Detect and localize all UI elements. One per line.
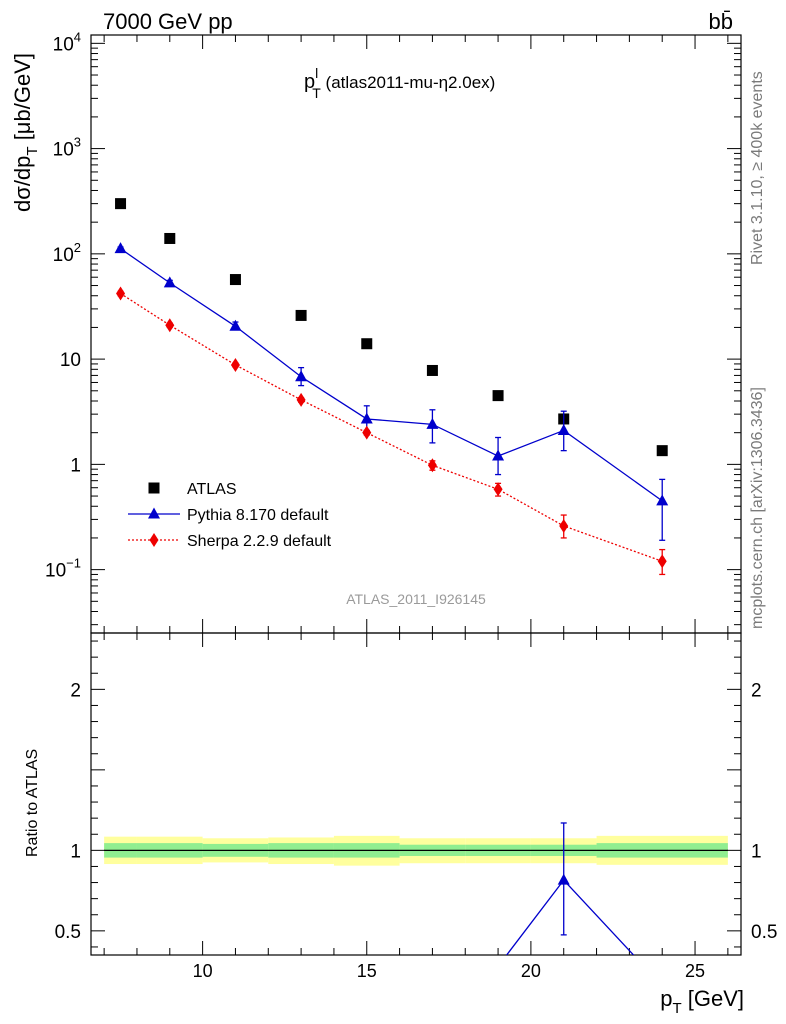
data-point-sherpa: [657, 554, 667, 569]
y-tick-label-base: 10: [53, 140, 74, 161]
data-point-sherpa: [116, 286, 126, 301]
plot-title: pl T (atlas2011-mu-η2.0ex): [304, 65, 495, 101]
y-tick-label: 102: [53, 240, 81, 266]
x-axis-label-sub: T: [672, 1000, 681, 1017]
legend-label-sherpa: Sherpa 2.2.9 default: [187, 533, 332, 550]
series-line-sherpa: [120, 292, 663, 562]
legend-marker-pythia: [148, 507, 160, 519]
data-point-atlas: [361, 338, 373, 350]
data-point-atlas: [295, 309, 307, 321]
data-point-sherpa: [165, 318, 175, 333]
x-axis-label: pT [GeV]: [660, 986, 744, 1017]
ratio-point-pythia: [557, 873, 570, 885]
y-tick-label-exp: 4: [74, 29, 81, 44]
data-point-sherpa: [559, 518, 569, 533]
y-tick-label-exp: 2: [74, 240, 81, 255]
data-point-sherpa: [362, 425, 372, 440]
data-point-atlas: [492, 390, 504, 402]
y-tick-label-exp: −1: [66, 556, 81, 571]
data-point-atlas: [115, 198, 127, 210]
ratio-y-tick-label-right: 0.5: [751, 922, 777, 943]
x-tick-label: 25: [685, 961, 705, 981]
data-point-pythia: [114, 242, 127, 254]
x-tick-label: 20: [521, 961, 541, 981]
reference-analysis-label: ATLAS_2011_I926145: [346, 591, 486, 607]
y-axis-label: dσ/dpT [μb/GeV]: [10, 53, 41, 212]
mcplots-source-label: mcplots.cern.ch [arXiv:1306.3436]: [749, 387, 766, 629]
ratio-bands: [104, 835, 728, 866]
ratio-y-tick-label: 1: [70, 841, 81, 862]
legend-label-pythia: Pythia 8.170 default: [187, 507, 329, 524]
data-point-sherpa: [493, 482, 503, 497]
y-tick-label-base: 10: [45, 561, 66, 582]
legend-marker-atlas: [148, 482, 160, 494]
data-point-pythia: [163, 276, 176, 288]
y-tick-label: 10: [60, 350, 81, 371]
y-tick-label-base: 10: [53, 34, 74, 55]
plot-title-sup: l: [315, 65, 318, 81]
data-point-pythia: [229, 319, 242, 331]
ratio-y-tick-label: 2: [70, 680, 81, 701]
ratio-y-tick-label: 0.5: [55, 922, 81, 943]
ratio-y-tick-label-right: 2: [751, 680, 762, 701]
data-point-pythia: [295, 370, 308, 382]
y-tick-label-base: 10: [53, 245, 74, 266]
data-point-atlas: [426, 364, 438, 376]
y-tick-label: 10−1: [45, 556, 81, 582]
series-line-pythia: [120, 248, 663, 502]
ratio-series-group: [505, 822, 635, 955]
data-point-pythia: [557, 423, 570, 435]
legend: ATLAS Pythia 8.170 default Sherpa 2.2.9 de…: [128, 481, 332, 550]
ratio-y-tick-label-right: 1: [751, 841, 762, 862]
data-point-pythia: [492, 449, 505, 461]
data-point-pythia: [426, 417, 439, 429]
data-point-sherpa: [427, 458, 437, 473]
data-point-atlas: [164, 232, 176, 244]
y-tick-label: 104: [53, 29, 81, 55]
legend-marker-sherpa: [149, 533, 159, 547]
ratio-plot-area: 10 15 20 25 0.5 0.5 1 1 2 2: [55, 632, 777, 981]
x-tick-label: 15: [357, 961, 377, 981]
ratio-axis-label: Ratio to ATLAS: [24, 749, 41, 857]
ratio-line-pythia: [505, 879, 635, 955]
y-tick-label: 1: [70, 455, 81, 476]
x-tick-label: 10: [193, 961, 213, 981]
rivet-version-label: Rivet 3.1.10, ≥ 400k events: [749, 71, 766, 265]
data-point-atlas: [656, 445, 668, 457]
y-tick-label-exp: 3: [74, 135, 81, 150]
y-tick-label: 103: [53, 135, 81, 161]
main-series-group: [114, 198, 669, 576]
data-point-atlas: [229, 274, 241, 286]
data-point-sherpa: [230, 357, 240, 372]
data-point-pythia: [360, 412, 373, 424]
data-point-pythia: [656, 494, 669, 506]
plot-title-sub: T: [312, 85, 321, 101]
header-right: bb̄: [709, 9, 733, 34]
legend-label-atlas: ATLAS: [187, 481, 237, 498]
data-point-sherpa: [296, 392, 306, 407]
y-axis-label-sub: T: [24, 146, 41, 155]
header-left: 7000 GeV pp: [103, 9, 233, 34]
ratio-plot-frame: [90, 632, 742, 956]
